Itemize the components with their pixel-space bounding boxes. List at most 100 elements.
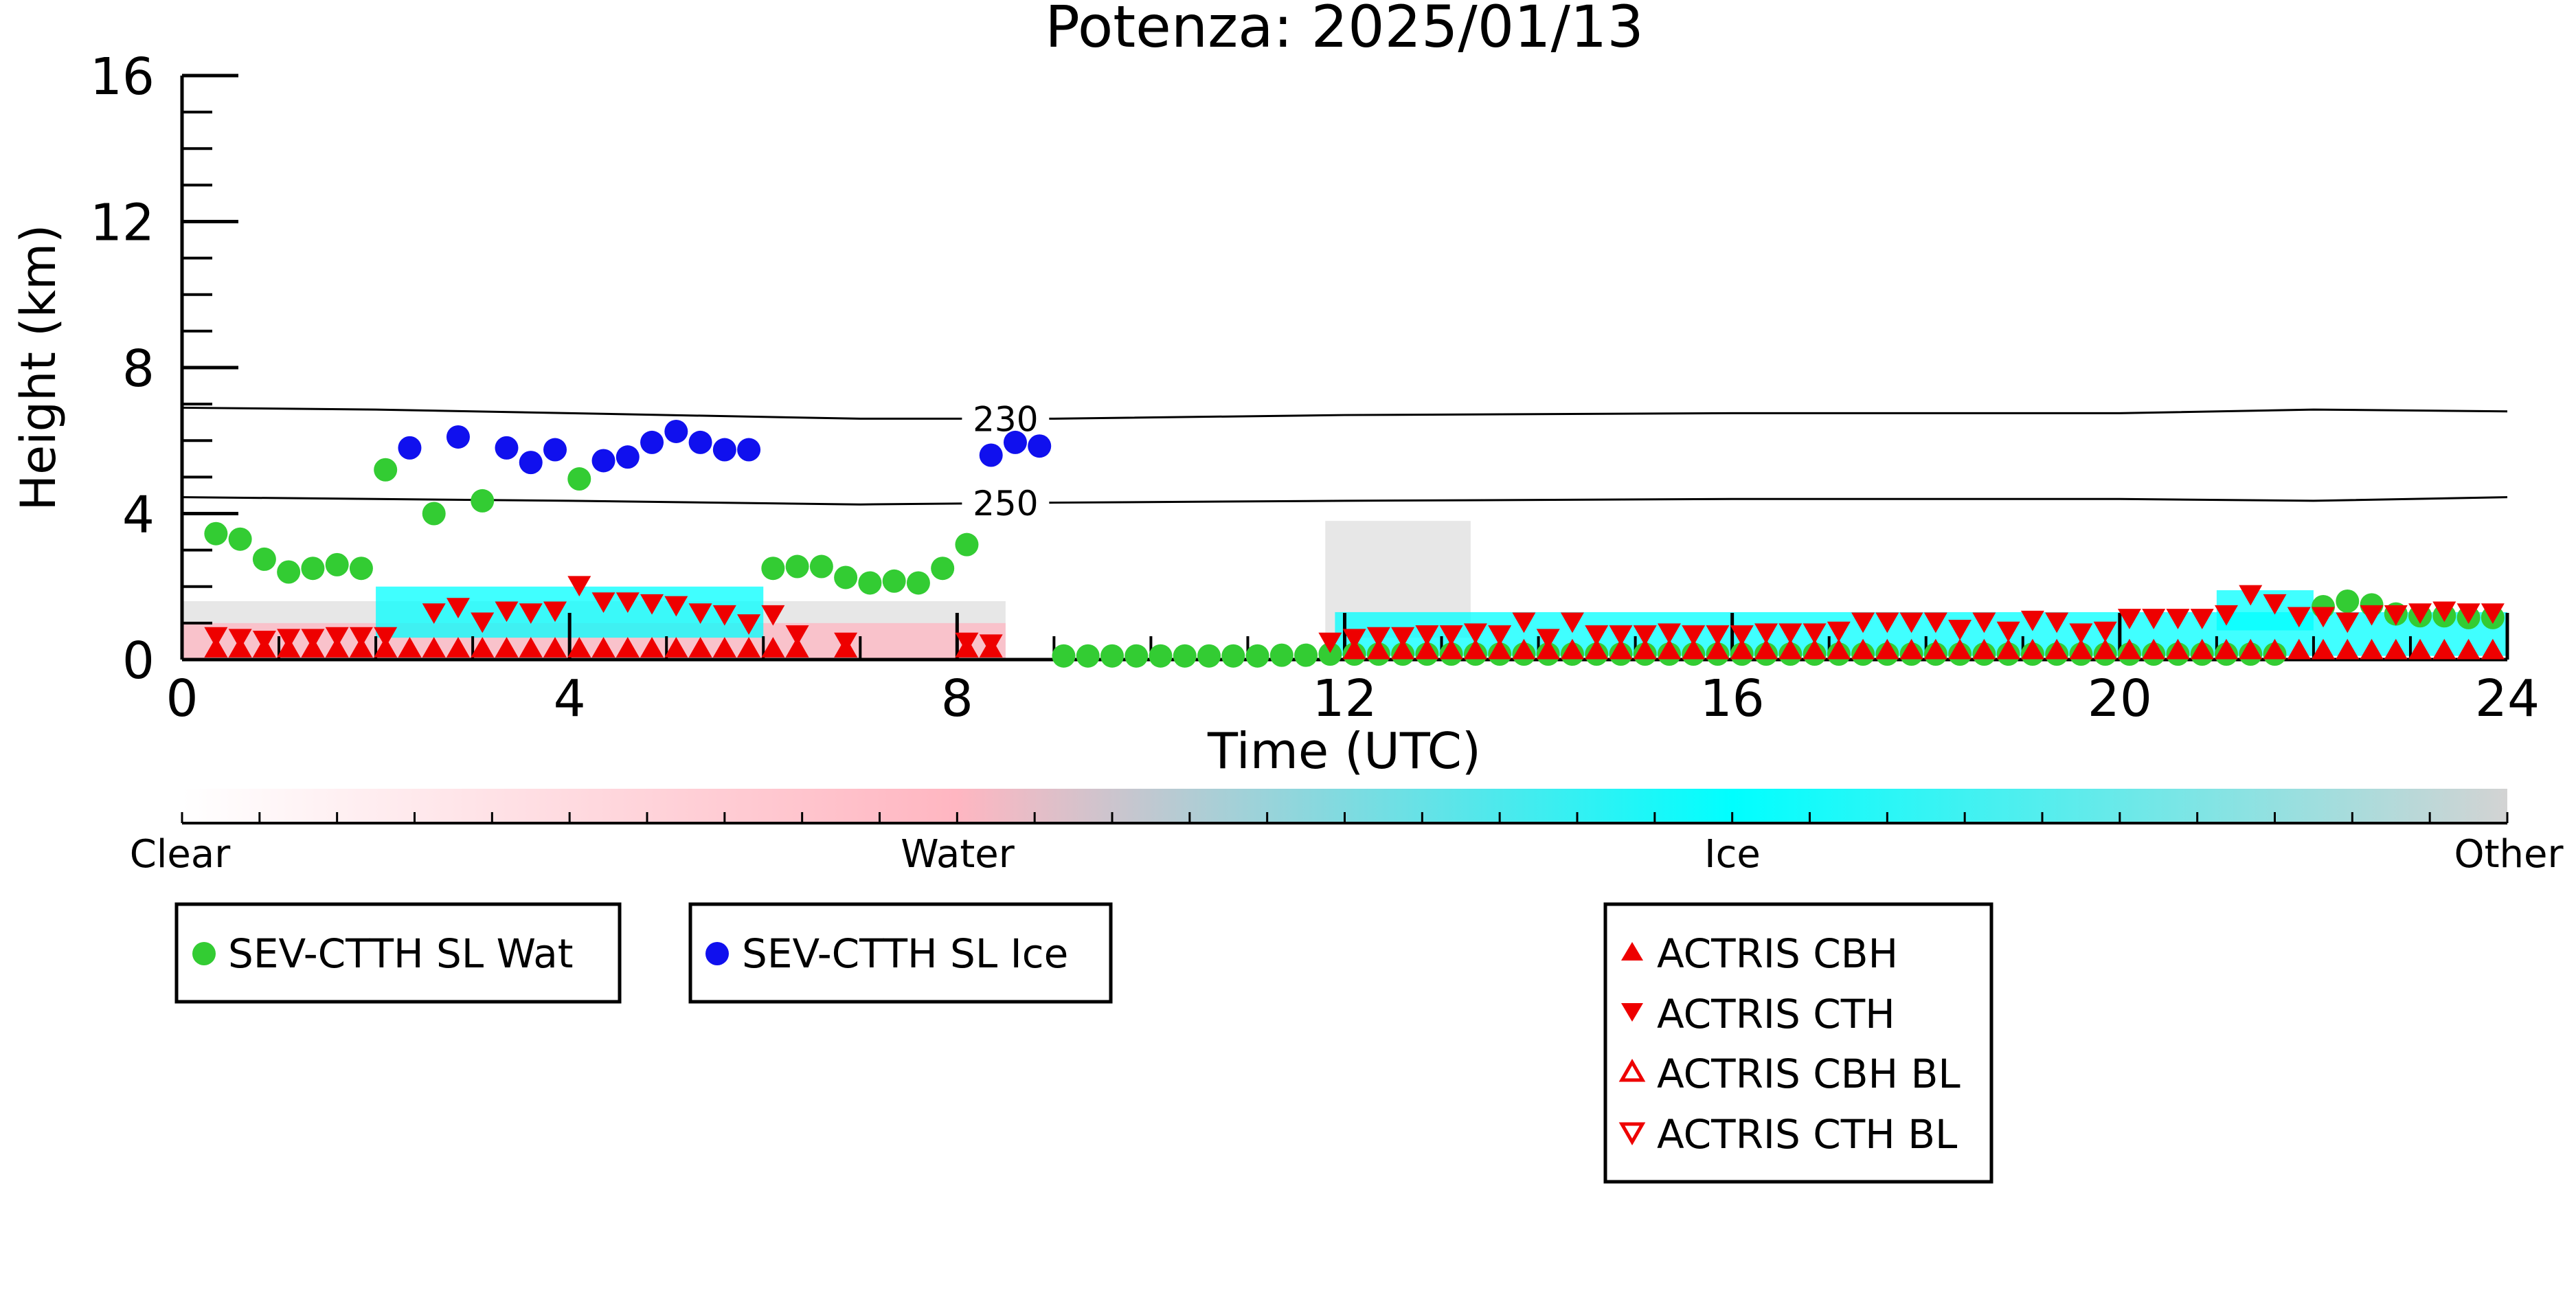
point-actris-cbh	[1585, 638, 1609, 660]
point-actris-cth	[688, 603, 712, 624]
point-actris-cbh	[567, 637, 591, 658]
point-sev-ctth-sl-wat	[1076, 644, 1100, 668]
point-actris-cth	[2020, 610, 2044, 631]
point-actris-cth	[2408, 603, 2432, 624]
legend-box	[1603, 902, 1993, 1184]
legend-label-actris-cth: ACTRIS CTH	[1657, 991, 1895, 1037]
point-actris-cth	[640, 594, 664, 615]
point-actris-cth	[1827, 621, 1851, 642]
x-tick-label: 24	[2475, 669, 2540, 728]
data-marks	[204, 419, 2505, 668]
point-actris-cth	[2287, 607, 2311, 628]
point-actris-cbh	[1754, 638, 1778, 660]
point-actris-cth	[1391, 627, 1415, 648]
point-sev-ctth-sl-ice	[664, 419, 688, 443]
point-actris-cth	[1439, 625, 1463, 646]
point-actris-cbh	[2432, 638, 2456, 660]
point-actris-cbh	[471, 637, 495, 658]
point-sev-ctth-sl-wat	[567, 467, 591, 491]
point-actris-cth	[1488, 625, 1512, 646]
x-tick-label: 12	[1312, 669, 1377, 728]
point-actris-cbh	[2190, 638, 2214, 660]
point-actris-cth	[664, 596, 688, 617]
point-actris-cbh	[1730, 638, 1754, 660]
point-actris-cbh	[1706, 638, 1730, 660]
point-actris-cth	[471, 612, 495, 633]
legend-box	[174, 902, 622, 1004]
point-sev-ctth-sl-wat	[834, 565, 858, 590]
point-sev-ctth-sl-wat	[228, 527, 252, 551]
point-actris-cbh	[2481, 638, 2505, 660]
point-actris-cth	[712, 605, 736, 626]
point-actris-cbh	[1633, 638, 1657, 660]
point-actris-cth	[446, 598, 470, 618]
colorbar-label-clear: Clear	[130, 832, 231, 877]
point-actris-cth	[591, 592, 615, 613]
point-actris-cth	[374, 627, 398, 648]
legend-marker-sev-wat	[192, 942, 216, 965]
cloud-class-colorbar: Clear Water Ice Other	[130, 789, 2564, 877]
point-actris-cth	[1706, 625, 1730, 646]
point-actris-cbh	[1415, 638, 1439, 660]
point-actris-cth	[1609, 625, 1633, 646]
point-actris-cth	[2142, 609, 2166, 629]
point-sev-ctth-sl-wat	[906, 571, 930, 595]
colorbar-label-water: Water	[901, 832, 1015, 877]
legend-sev-wat: SEV-CTTH SL Wat	[174, 902, 622, 1004]
point-actris-cbh	[2239, 638, 2263, 660]
point-actris-cth	[1754, 623, 1778, 644]
point-actris-cbh	[2360, 638, 2384, 660]
legend-label-sev-wat: SEV-CTTH SL Wat	[228, 930, 574, 977]
point-sev-ctth-sl-wat	[471, 489, 495, 513]
x-tick-label: 4	[554, 669, 586, 728]
point-actris-cth	[1923, 612, 1947, 633]
point-actris-cth	[1560, 612, 1584, 633]
point-actris-cbh	[591, 637, 615, 658]
point-sev-ctth-sl-ice	[615, 445, 640, 469]
point-actris-cbh	[712, 637, 736, 658]
point-actris-cbh	[1875, 638, 1899, 660]
point-sev-ctth-sl-ice	[398, 436, 422, 460]
point-actris-cth	[2214, 605, 2238, 626]
legend-marker-actris-cbh	[1621, 942, 1643, 961]
point-actris-cth	[761, 605, 785, 626]
point-sev-ctth-sl-wat	[761, 557, 785, 581]
point-actris-cbh	[664, 637, 688, 658]
point-actris-cbh	[2142, 638, 2166, 660]
point-actris-cth	[955, 632, 979, 653]
point-sev-ctth-sl-wat	[374, 458, 398, 482]
point-actris-cth	[2069, 623, 2093, 644]
point-sev-ctth-sl-wat	[858, 571, 882, 595]
point-actris-cth	[567, 576, 591, 597]
legend-marker-actris-cth	[1621, 1003, 1643, 1022]
point-actris-cth	[301, 629, 325, 650]
point-sev-ctth-sl-wat	[1269, 643, 1293, 667]
point-actris-cth	[1996, 621, 2020, 642]
point-actris-cth	[1463, 623, 1487, 644]
point-sev-ctth-sl-wat	[1197, 644, 1221, 668]
legend-label-actris-cbh-bl: ACTRIS CBH BL	[1657, 1051, 1961, 1097]
point-actris-cbh	[2287, 638, 2311, 660]
point-sev-ctth-sl-wat	[349, 557, 373, 581]
point-actris-cbh	[2384, 638, 2408, 660]
point-actris-cth	[2045, 612, 2069, 633]
point-sev-ctth-sl-wat	[301, 557, 325, 581]
point-actris-cth	[1512, 612, 1536, 633]
y-tick-label: 16	[90, 47, 155, 106]
point-actris-cth	[349, 627, 373, 648]
point-actris-cbh	[737, 637, 761, 658]
point-actris-cbh	[2263, 638, 2287, 660]
point-actris-cbh	[2166, 638, 2190, 660]
point-actris-cbh	[2312, 638, 2336, 660]
point-sev-ctth-sl-wat	[955, 532, 979, 557]
point-sev-ctth-sl-wat	[1125, 644, 1149, 668]
point-actris-cbh	[519, 637, 543, 658]
point-actris-cbh	[1391, 638, 1415, 660]
isotherm-label-250: 250	[973, 484, 1038, 524]
point-actris-cth	[325, 627, 349, 648]
point-actris-cbh	[1827, 638, 1851, 660]
point-actris-cbh	[543, 637, 567, 658]
y-axis-label: Height (km)	[10, 225, 67, 511]
point-actris-cth	[1851, 612, 1875, 633]
point-actris-cth	[204, 627, 228, 648]
